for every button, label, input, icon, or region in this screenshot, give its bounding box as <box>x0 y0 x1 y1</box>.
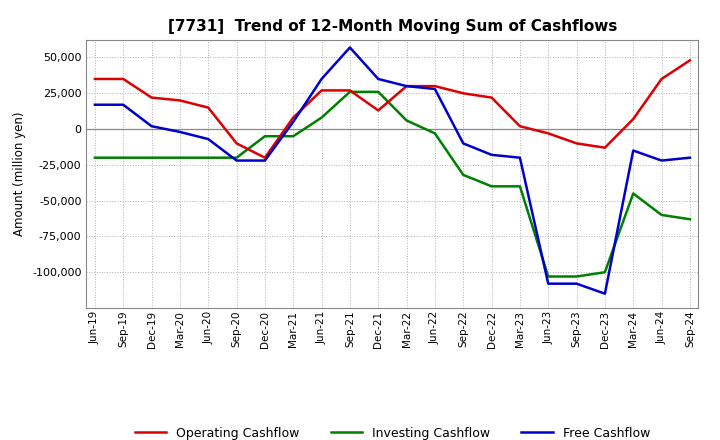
Free Cashflow <box>204 136 212 142</box>
Operating Cashflow <box>119 76 127 81</box>
Operating Cashflow <box>600 145 609 150</box>
Free Cashflow <box>685 155 694 160</box>
Investing Cashflow <box>431 131 439 136</box>
Investing Cashflow <box>346 89 354 95</box>
Operating Cashflow <box>374 108 382 113</box>
Operating Cashflow <box>516 124 524 129</box>
Operating Cashflow <box>91 76 99 81</box>
Operating Cashflow <box>233 141 241 146</box>
Free Cashflow <box>657 158 666 163</box>
Operating Cashflow <box>431 84 439 89</box>
Investing Cashflow <box>119 155 127 160</box>
Investing Cashflow <box>544 274 552 279</box>
Investing Cashflow <box>629 191 637 196</box>
Operating Cashflow <box>572 141 581 146</box>
Free Cashflow <box>233 158 241 163</box>
Investing Cashflow <box>600 270 609 275</box>
Investing Cashflow <box>289 134 297 139</box>
Operating Cashflow <box>487 95 496 100</box>
Operating Cashflow <box>402 84 411 89</box>
Operating Cashflow <box>459 91 467 96</box>
Free Cashflow <box>318 76 326 81</box>
Free Cashflow <box>516 155 524 160</box>
Investing Cashflow <box>318 115 326 120</box>
Operating Cashflow <box>685 58 694 63</box>
Free Cashflow <box>148 124 156 129</box>
Operating Cashflow <box>318 88 326 93</box>
Operating Cashflow <box>148 95 156 100</box>
Operating Cashflow <box>657 76 666 81</box>
Investing Cashflow <box>204 155 212 160</box>
Free Cashflow <box>629 148 637 153</box>
Investing Cashflow <box>402 118 411 123</box>
Y-axis label: Amount (million yen): Amount (million yen) <box>14 112 27 236</box>
Title: [7731]  Trend of 12-Month Moving Sum of Cashflows: [7731] Trend of 12-Month Moving Sum of C… <box>168 19 617 34</box>
Free Cashflow <box>544 281 552 286</box>
Operating Cashflow <box>176 98 184 103</box>
Investing Cashflow <box>148 155 156 160</box>
Free Cashflow <box>572 281 581 286</box>
Operating Cashflow <box>544 131 552 136</box>
Free Cashflow <box>346 45 354 50</box>
Operating Cashflow <box>629 117 637 122</box>
Investing Cashflow <box>233 155 241 160</box>
Operating Cashflow <box>289 115 297 120</box>
Free Cashflow <box>289 119 297 125</box>
Free Cashflow <box>91 102 99 107</box>
Legend: Operating Cashflow, Investing Cashflow, Free Cashflow: Operating Cashflow, Investing Cashflow, … <box>135 427 650 440</box>
Investing Cashflow <box>487 183 496 189</box>
Investing Cashflow <box>261 134 269 139</box>
Investing Cashflow <box>657 213 666 218</box>
Free Cashflow <box>261 158 269 163</box>
Investing Cashflow <box>516 183 524 189</box>
Free Cashflow <box>431 86 439 92</box>
Investing Cashflow <box>572 274 581 279</box>
Free Cashflow <box>119 102 127 107</box>
Line: Investing Cashflow: Investing Cashflow <box>95 92 690 276</box>
Line: Operating Cashflow: Operating Cashflow <box>95 60 690 158</box>
Operating Cashflow <box>261 155 269 160</box>
Line: Free Cashflow: Free Cashflow <box>95 48 690 293</box>
Free Cashflow <box>176 129 184 135</box>
Free Cashflow <box>459 141 467 146</box>
Free Cashflow <box>487 152 496 158</box>
Investing Cashflow <box>459 172 467 177</box>
Operating Cashflow <box>346 88 354 93</box>
Investing Cashflow <box>176 155 184 160</box>
Investing Cashflow <box>91 155 99 160</box>
Free Cashflow <box>402 84 411 89</box>
Investing Cashflow <box>374 89 382 95</box>
Free Cashflow <box>600 291 609 296</box>
Free Cashflow <box>374 76 382 81</box>
Investing Cashflow <box>685 216 694 222</box>
Operating Cashflow <box>204 105 212 110</box>
